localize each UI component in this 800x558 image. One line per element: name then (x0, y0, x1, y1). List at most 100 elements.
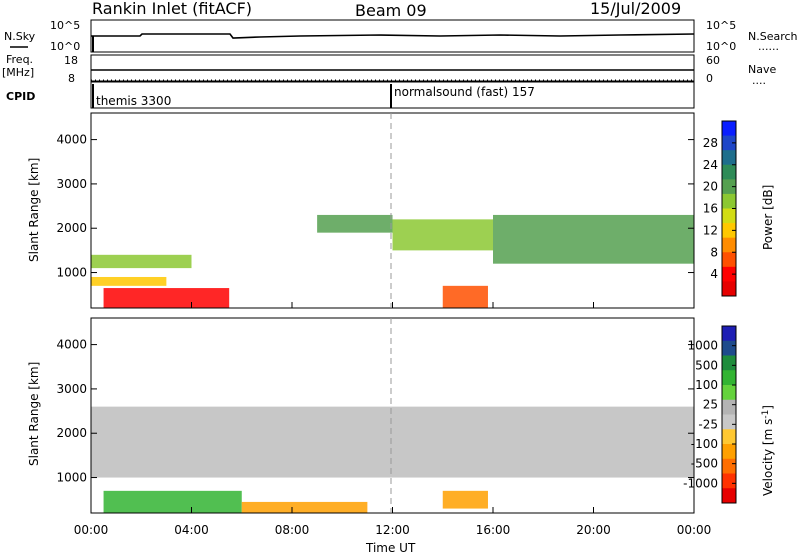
time-xlabel: Time UT (365, 541, 416, 554)
velocity-colorbar-tick-label: 100 (695, 378, 718, 392)
power-colorbar-tick-label: 12 (703, 223, 718, 237)
nsky-left-tick-top: 10^5 (50, 19, 80, 32)
freq-label-top: Freq. (6, 53, 33, 66)
time-x-ticks: 00:00 04:00 08:00 12:00 16:00 20:00 00:00 (74, 302, 712, 537)
velocity-colorbar-tick-label: -500 (691, 457, 718, 471)
nave-legend-dots: .... (752, 74, 766, 87)
power-colorbar-tick-label: 28 (703, 136, 718, 150)
nsearch-legend-dots: ...... (758, 40, 779, 53)
power-colorbar-swatch (722, 252, 736, 268)
velocity-colorbar-swatch (722, 340, 736, 356)
power-colorbar-tick-label: 16 (703, 202, 718, 216)
power-colorbar-swatch (722, 266, 736, 282)
cpid-segment-2: normalsound (fast) 157 (394, 85, 535, 99)
power-y-ticks: 1000 2000 3000 4000 (56, 133, 694, 280)
power-colorbar-swatch (722, 135, 736, 151)
power-band (91, 254, 192, 269)
power-ytick-label: 2000 (56, 221, 87, 235)
velocity-colorbar-swatch (722, 414, 736, 430)
power-colorbar-swatch (722, 237, 736, 253)
power-heatmap-layer (91, 214, 694, 308)
power-colorbar-swatch (722, 179, 736, 195)
velocity-heatmap-layer (91, 406, 694, 513)
power-colorbar-label: Power [dB] (761, 185, 775, 250)
cpid-label: CPID (6, 90, 35, 103)
power-band (493, 214, 694, 264)
power-band (442, 285, 488, 308)
nsky-left-tick-bottom: 10^0 (50, 40, 80, 53)
x-tick-label: 04:00 (174, 523, 209, 537)
nsky-right-tick-bottom: 10^0 (706, 40, 736, 53)
velocity-ytick-label: 4000 (56, 338, 87, 352)
velocity-colorbar-swatch (722, 429, 736, 445)
power-band (91, 276, 167, 286)
velocity-colorbar-tick-label: 25 (703, 398, 718, 412)
velocity-ytick-label: 2000 (56, 426, 87, 440)
x-tick-label: 08:00 (275, 523, 310, 537)
freq-label-bottom: [MHz] (2, 66, 34, 79)
power-ytick-label: 4000 (56, 133, 87, 147)
power-colorbar-swatch (722, 150, 736, 166)
x-tick-label: 20:00 (576, 523, 611, 537)
velocity-colorbar-tick-label: -25 (698, 417, 718, 431)
x-tick-label: 16:00 (476, 523, 511, 537)
freq-left-tick-bottom: 8 (68, 72, 75, 85)
nave-right-tick-top: 60 (706, 54, 720, 67)
nsky-trace (91, 33, 695, 39)
nsearch-label: N.Search (748, 30, 798, 43)
velocity-ytick-label: 1000 (56, 471, 87, 485)
velocity-colorbar-tick-label: -100 (691, 437, 718, 451)
nsky-right-tick-top: 10^5 (706, 19, 736, 32)
freq-left-tick-top: 18 (64, 54, 78, 67)
station-title: Rankin Inlet (fitACF) (92, 0, 252, 18)
date-title: 15/Jul/2009 (590, 0, 681, 18)
power-colorbar: 28 24 20 16 12 8 4 (703, 120, 737, 297)
x-tick-label: 12:00 (375, 523, 410, 537)
power-ytick-label: 3000 (56, 177, 87, 191)
velocity-y-ticks: 1000 2000 3000 4000 (56, 338, 694, 485)
velocity-colorbar-tick-label: -1000 (683, 476, 718, 490)
velocity-colorbar-tick-label: 1000 (687, 339, 718, 353)
power-colorbar-swatch (722, 208, 736, 224)
cpid-panel-frame (90, 81, 695, 109)
beam-title: Beam 09 (355, 1, 427, 20)
freq-panel-frame (90, 54, 695, 82)
power-colorbar-tick-label: 20 (703, 180, 718, 194)
power-ytick-label: 1000 (56, 266, 87, 280)
velocity-colorbar-swatch (722, 473, 736, 489)
velocity-colorbar-swatch (722, 370, 736, 386)
velocity-ylabel: Slant Range [km] (27, 362, 41, 466)
velocity-colorbar-frame (721, 325, 737, 504)
velocity-colorbar-label: Velocity [m s-1] (761, 405, 775, 496)
power-colorbar-swatch (722, 223, 736, 239)
velocity-band (103, 490, 242, 513)
velocity-band (442, 490, 488, 509)
power-ylabel: Slant Range [km] (27, 158, 41, 262)
velocity-band (91, 406, 694, 478)
x-tick-label: 00:00 (677, 523, 712, 537)
power-band (103, 288, 230, 308)
power-colorbar-tick-label: 8 (710, 245, 718, 259)
cpid-segment-1: themis 3300 (96, 94, 171, 108)
power-colorbar-swatch (722, 121, 736, 137)
velocity-colorbar-swatch (722, 458, 736, 474)
velocity-band (241, 501, 368, 513)
velocity-colorbar-swatch (722, 326, 736, 342)
velocity-colorbar-swatch (722, 444, 736, 460)
velocity-colorbar-tick-label: 500 (695, 358, 718, 372)
nsky-label: N.Sky (4, 30, 36, 43)
x-tick-label: 00:00 (74, 523, 109, 537)
power-colorbar-tick-label: 24 (703, 158, 718, 172)
velocity-colorbar: 1000 500 100 25 -25 -100 -500 -1000 (683, 325, 737, 504)
velocity-colorbar-swatch (722, 385, 736, 401)
velocity-colorbar-swatch (722, 355, 736, 371)
nave-label: Nave (748, 63, 776, 76)
power-band (317, 214, 393, 233)
power-colorbar-tick-label: 4 (710, 267, 718, 281)
power-colorbar-swatch (722, 164, 736, 180)
power-colorbar-swatch (722, 281, 736, 297)
velocity-colorbar-swatch (722, 488, 736, 504)
power-colorbar-swatch (722, 193, 736, 209)
